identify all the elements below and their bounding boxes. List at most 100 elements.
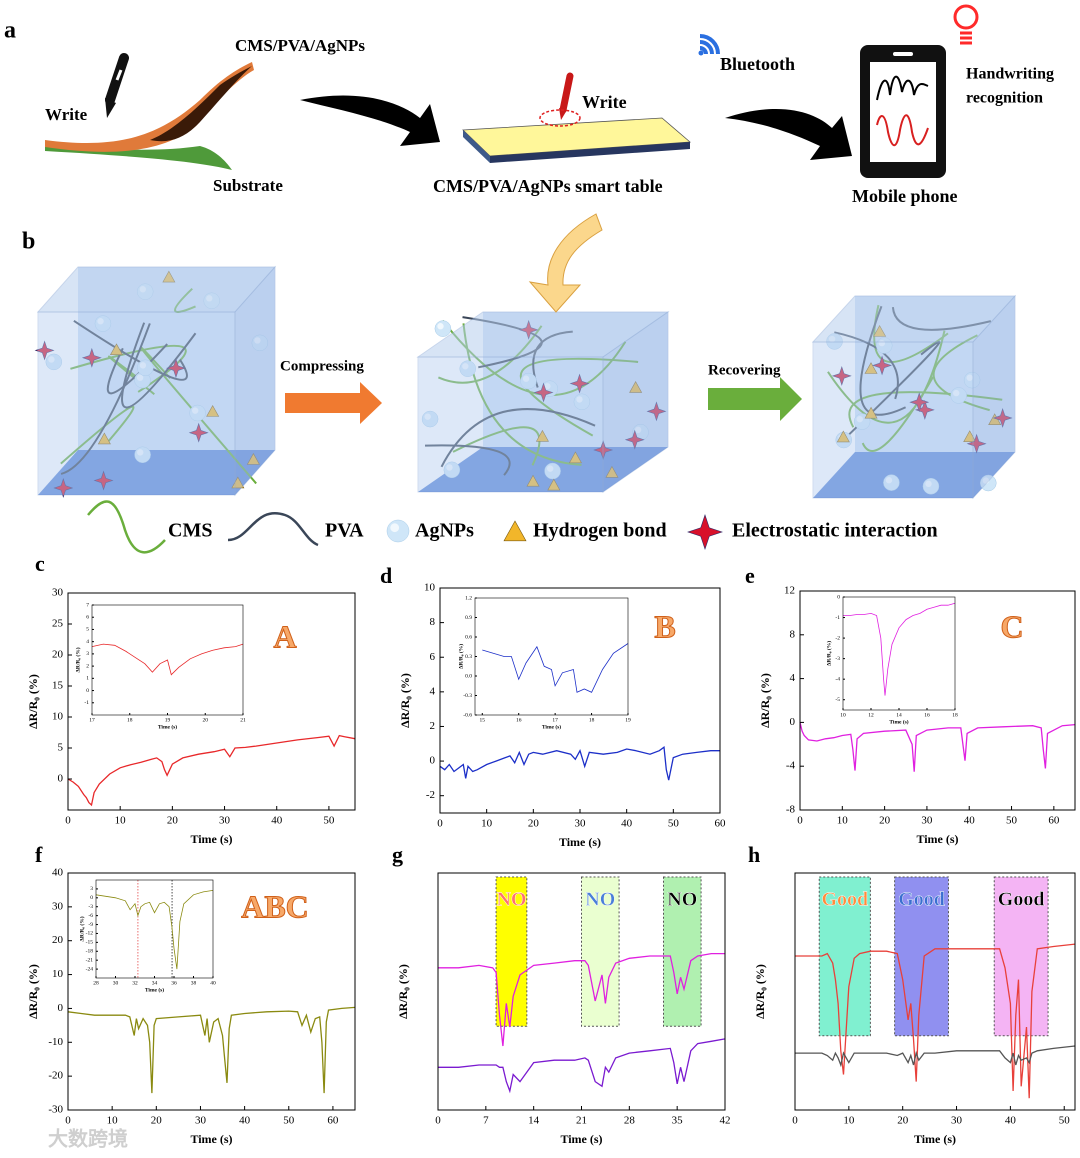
y-axis-label: ΔR/R₀ (%) [825,641,832,666]
y-tick-label: 20 [52,649,64,661]
electrostatic-star [533,382,554,403]
x-tick-label: 20 [528,818,540,830]
annotation: A [273,618,296,654]
label: Recovering [708,362,781,378]
agnp [434,320,452,337]
label: AgNPs [415,520,474,542]
x-tick-label: 30 [921,815,933,827]
pen-red [559,72,574,114]
y-axis-label: ΔR/R₀ (%) [398,673,412,728]
agnp-shine [191,407,199,414]
y-tick-label: -2 [835,635,840,641]
electrostatic-star [872,355,893,376]
x-tick-label: 10 [107,1115,119,1127]
cube-right [972,294,1016,500]
cube-top [36,266,277,313]
y-tick-label: -0.6 [463,712,472,718]
legend-pva [227,512,319,547]
y-tick-label: 3 [90,886,93,892]
x-axis-label: Time (s) [914,1132,956,1146]
y-tick-label: 0.3 [465,654,472,660]
x-tick-label: 0 [435,1115,441,1127]
y-tick-label: 0.6 [465,634,472,640]
electrostatic-star [93,470,114,491]
x-axis-label: Time (s) [560,1132,602,1146]
highlight-label: Good [898,889,945,911]
x-tick-label: 14 [528,1115,540,1127]
y-tick-label: -3 [88,904,93,910]
hydrogen-bond [547,478,561,491]
y-tick-label: 4 [430,685,436,697]
agnp-shine [390,523,400,533]
data-line [438,1038,726,1094]
x-tick-label: 17 [552,717,558,723]
electrostatic-star [569,373,590,394]
film-shade [150,66,252,142]
x-tick-label: 0 [797,815,803,827]
y-tick-label: 0 [790,716,796,728]
x-tick-label: 30 [195,1115,207,1127]
highlight-label: Good [998,889,1045,911]
annotation: B [654,608,675,644]
x-axis-label: Time (s) [145,986,164,993]
y-axis-label: ΔR/R₀ (%) [78,916,85,941]
x-tick-label: 10 [115,815,127,827]
panel-label: g [392,842,403,867]
x-tick-label: 10 [840,712,846,718]
arrow [725,109,852,160]
y-tick-label: -18 [86,949,94,955]
axes-frame [799,590,1076,811]
agnp-shine [446,464,453,471]
electrostatic-star [188,422,209,443]
x-tick-label: 32 [132,980,138,986]
y-tick-label: 1 [86,676,89,682]
x-tick-label: 14 [896,712,902,718]
y-tick-label: -0.3 [463,693,472,699]
x-axis-label: Time (s) [542,723,561,730]
data-line [799,722,1076,772]
x-tick-label: 7 [483,1115,489,1127]
label: Write [582,92,627,112]
label: Mobile phone [852,186,958,206]
compress-arrow [285,382,382,424]
y-tick-label: -30 [48,1104,63,1116]
y-tick-label: 30 [52,900,64,912]
y-tick-label: 0 [837,594,840,600]
label: Bluetooth [720,54,795,74]
y-tick-label: -10 [48,1036,63,1048]
data-line [439,745,720,781]
x-axis-label: Time (s) [190,1132,232,1146]
bluetooth-wave [699,40,714,55]
label: Compressing [280,358,364,374]
agnp [386,519,410,543]
highlight-label: Good [821,889,868,911]
y-tick-label: -8 [786,804,796,816]
y-tick-label: -20 [48,1070,63,1082]
x-tick-label: 40 [239,1115,251,1127]
label: PVA [325,520,364,542]
x-tick-label: 30 [575,818,587,830]
x-tick-label: 10 [837,815,849,827]
pva-chain [424,444,511,476]
y-tick-label: 8 [790,628,796,640]
x-tick-label: 50 [283,1115,295,1127]
x-tick-label: 21 [240,717,246,723]
agnp-shine [437,323,444,330]
x-tick-label: 36 [171,980,177,986]
process-arrow [528,213,603,313]
label: Hydrogen bond [533,520,667,542]
x-tick-label: 50 [323,815,335,827]
y-tick-label: 0 [86,688,89,694]
x-tick-label: 0 [65,1115,71,1127]
x-tick-label: 60 [1048,815,1060,827]
agnp-shine [136,374,144,381]
y-tick-label: 10 [424,582,436,594]
electrostatic-star [166,358,186,379]
y-tick-label: 5 [86,627,89,633]
y-tick-label: -9 [88,922,93,928]
x-tick-label: 18 [952,712,958,718]
panel-label: e [745,563,755,588]
x-tick-label: 34 [152,980,158,986]
x-tick-label: 35 [672,1115,684,1127]
agnp-shine [544,383,551,390]
